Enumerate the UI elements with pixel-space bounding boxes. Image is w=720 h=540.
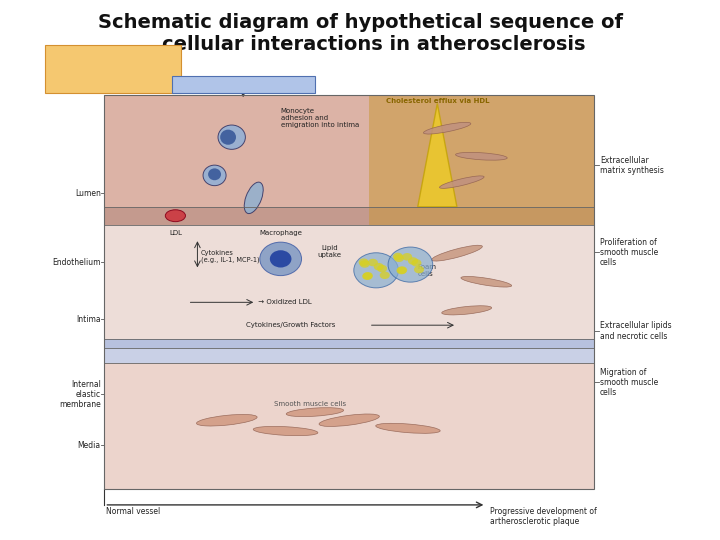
Circle shape — [414, 266, 424, 273]
Text: Smooth muscle cells: Smooth muscle cells — [274, 401, 346, 407]
Text: Cytokines
(e.g., IL-1, MCP-1): Cytokines (e.g., IL-1, MCP-1) — [201, 250, 260, 264]
Text: → Oxidized LDL: → Oxidized LDL — [256, 299, 312, 305]
Circle shape — [411, 259, 421, 267]
Circle shape — [363, 272, 373, 280]
Circle shape — [374, 263, 384, 271]
Text: Macrophage: Macrophage — [259, 230, 302, 236]
Ellipse shape — [244, 182, 264, 214]
Bar — [104, 348, 594, 362]
Text: Proliferation of
smooth muscle
cells: Proliferation of smooth muscle cells — [600, 238, 658, 267]
Ellipse shape — [376, 423, 440, 433]
Bar — [104, 225, 594, 339]
Circle shape — [402, 253, 412, 261]
FancyBboxPatch shape — [45, 45, 181, 93]
Text: Intima: Intima — [76, 315, 101, 323]
Text: Schematic diagram of hypothetical sequence of: Schematic diagram of hypothetical sequen… — [97, 14, 623, 32]
Circle shape — [408, 257, 418, 265]
Ellipse shape — [260, 242, 302, 275]
Ellipse shape — [456, 152, 507, 160]
Ellipse shape — [442, 306, 492, 315]
Text: Endothelium: Endothelium — [53, 258, 101, 267]
Ellipse shape — [319, 414, 379, 427]
Ellipse shape — [461, 276, 512, 287]
Text: LDL: LDL — [169, 230, 182, 236]
Circle shape — [393, 253, 403, 260]
Ellipse shape — [354, 253, 398, 288]
Text: Internal
elastic
membrane: Internal elastic membrane — [59, 380, 101, 409]
Text: Hyperlipidemia, Hypertension,
Smoking, Toxins, Hemodynamic
factors, Immune react: Hyperlipidemia, Hypertension, Smoking, T… — [58, 59, 168, 76]
Circle shape — [379, 272, 390, 279]
Text: Lipid
uptake: Lipid uptake — [318, 245, 341, 258]
Ellipse shape — [439, 176, 484, 188]
Circle shape — [397, 266, 408, 274]
Ellipse shape — [166, 210, 186, 221]
Circle shape — [359, 260, 369, 268]
Ellipse shape — [287, 408, 343, 416]
Bar — [104, 94, 594, 207]
Text: Cytokines/Growth Factors: Cytokines/Growth Factors — [246, 322, 335, 328]
Text: Media: Media — [78, 441, 101, 450]
Text: Migration of
smooth muscle
cells: Migration of smooth muscle cells — [600, 368, 658, 397]
Ellipse shape — [197, 415, 257, 426]
Bar — [104, 94, 594, 489]
Polygon shape — [418, 104, 457, 207]
Text: Foam
cells: Foam cells — [418, 264, 436, 277]
Text: Monocyte
adhesion and
emigration into intima: Monocyte adhesion and emigration into in… — [281, 108, 359, 129]
Bar — [104, 339, 594, 348]
Circle shape — [362, 273, 372, 280]
Text: Extracellular
matrix synthesis: Extracellular matrix synthesis — [600, 156, 664, 175]
Ellipse shape — [220, 130, 236, 145]
Text: Progressive development of
artherosclerotic plaque: Progressive development of artherosclero… — [490, 507, 597, 526]
Bar — [104, 362, 594, 489]
Text: Normal vessel: Normal vessel — [106, 507, 160, 516]
Ellipse shape — [388, 247, 433, 282]
Circle shape — [377, 265, 387, 272]
Circle shape — [397, 267, 407, 274]
Text: Cholesterol efflux via HDL: Cholesterol efflux via HDL — [386, 98, 489, 104]
Ellipse shape — [203, 165, 226, 186]
Ellipse shape — [218, 125, 246, 150]
Circle shape — [368, 259, 378, 266]
Ellipse shape — [423, 123, 471, 134]
Bar — [104, 207, 594, 225]
FancyBboxPatch shape — [171, 76, 315, 93]
Circle shape — [394, 254, 404, 262]
Ellipse shape — [431, 245, 482, 261]
Text: Lumen: Lumen — [75, 188, 101, 198]
Circle shape — [359, 259, 369, 266]
Ellipse shape — [270, 250, 292, 267]
Text: Extracellular lipids
and necrotic cells: Extracellular lipids and necrotic cells — [600, 321, 671, 341]
Text: Endothelial Injury/Dysfunction: Endothelial Injury/Dysfunction — [190, 81, 296, 87]
Ellipse shape — [208, 168, 221, 180]
Ellipse shape — [253, 427, 318, 436]
Text: cellular interactions in atherosclerosis: cellular interactions in atherosclerosis — [135, 35, 585, 54]
Bar — [369, 94, 594, 225]
